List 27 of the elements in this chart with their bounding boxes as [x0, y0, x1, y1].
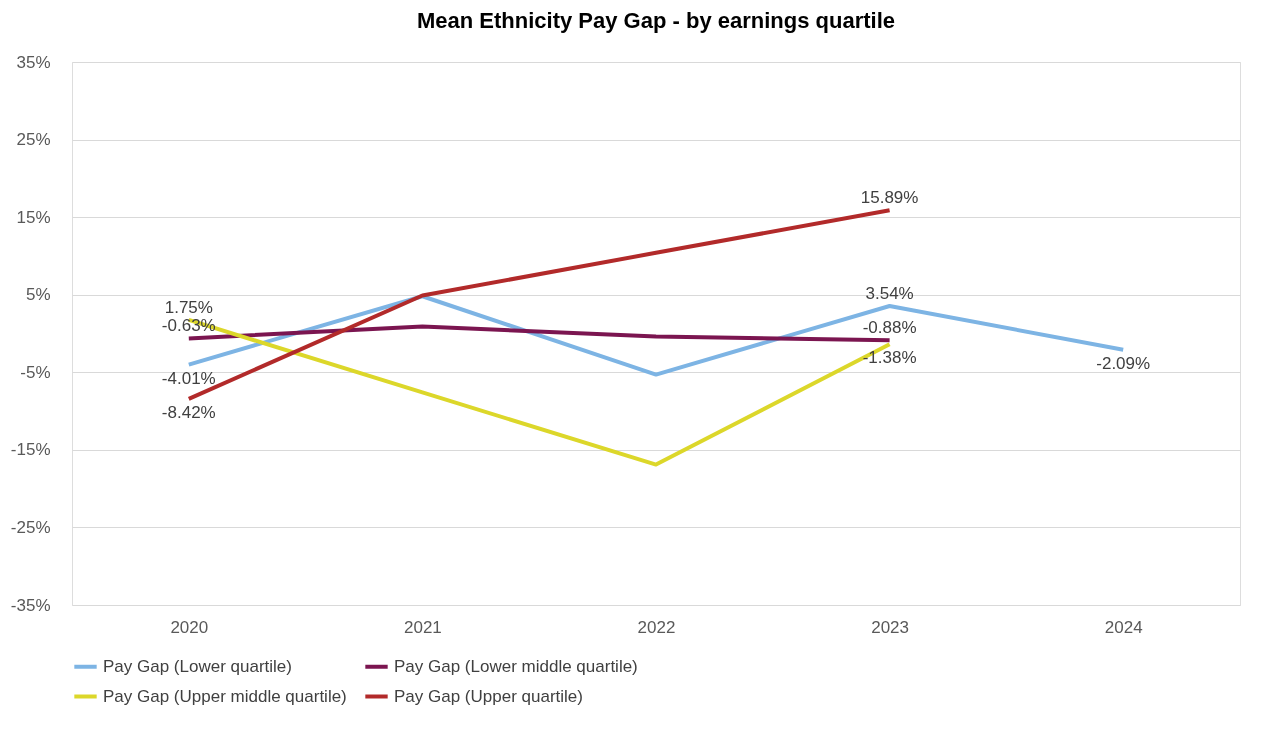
y-tick-label: -25%	[10, 517, 51, 537]
data-label: -0.63%	[161, 316, 216, 336]
data-label: -1.38%	[862, 348, 917, 368]
legend-label: Pay Gap (Lower middle quartile)	[394, 656, 638, 676]
data-label: -0.88%	[862, 318, 917, 338]
legend-label: Pay Gap (Lower quartile)	[103, 656, 292, 676]
x-tick-label: 2020	[170, 617, 209, 637]
x-tick-label: 2024	[1104, 617, 1143, 637]
y-tick-label: 15%	[16, 207, 51, 227]
data-label: -4.01%	[161, 368, 216, 388]
y-tick-label: 25%	[16, 130, 51, 150]
y-tick-label: 35%	[16, 52, 51, 72]
legend-label: Pay Gap (Upper middle quartile)	[103, 686, 347, 706]
y-tick-label: 5%	[25, 285, 51, 305]
x-tick-label: 2021	[403, 617, 442, 637]
data-label: 15.89%	[860, 188, 919, 208]
chart-title: Mean Ethnicity Pay Gap - by earnings quartile	[416, 8, 896, 33]
data-label: 3.54%	[865, 284, 914, 304]
y-tick-label: -15%	[10, 440, 51, 460]
x-tick-label: 2023	[871, 617, 910, 637]
data-label: -8.42%	[161, 402, 216, 422]
data-label: -2.09%	[1096, 353, 1151, 373]
y-tick-label: -5%	[20, 362, 51, 382]
y-tick-label: -35%	[10, 595, 51, 615]
data-label: 1.75%	[164, 297, 213, 317]
legend-label: Pay Gap (Upper quartile)	[394, 686, 583, 706]
x-tick-label: 2022	[637, 617, 676, 637]
